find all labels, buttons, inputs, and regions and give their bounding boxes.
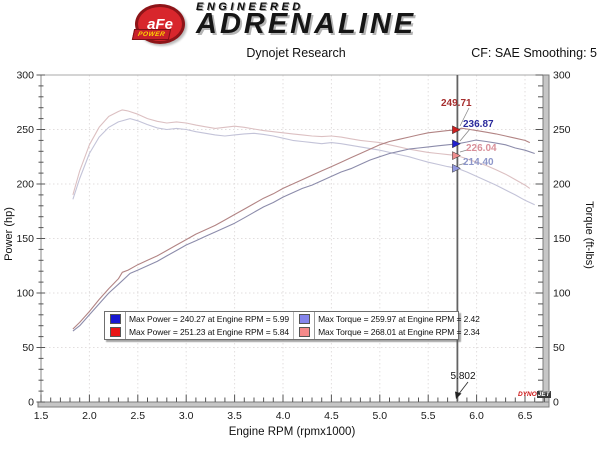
y-tick-label-right: 100 [553,288,571,300]
y-tick-label-left: 250 [16,124,34,136]
dynojet-watermark-dyno: DYNO [518,391,537,398]
cursor-leader-line [459,128,471,142]
legend-label: Max Power = 240.27 at Engine RPM = 5.99 [129,313,290,324]
cursor-value-label: 214.40 [463,157,494,168]
x-axis-title: Engine RPM (rpmx1000) [228,426,356,438]
legend-item-power-red: Max Power = 251.23 at Engine RPM = 5.84 [105,325,290,339]
brand-wordmark: ENGINEERED ADRENALINE [196,1,416,39]
smoothing-setting-label: CF: SAE Smoothing: 5 [471,46,597,60]
y-tick-label-right: 0 [553,397,559,409]
cursor-rpm-arrowhead [455,391,462,399]
dynojet-watermark-jet: JET [536,391,551,398]
y-tick-label-left: 100 [16,288,34,300]
bottom-axis-bar [37,401,550,408]
legend-swatch-cell [105,325,126,339]
x-tick-label: 1.5 [34,410,49,422]
y-tick-label-left: 300 [16,70,34,82]
x-tick-label: 2.0 [82,410,97,422]
curve-power-blue [72,139,535,332]
x-tick-label: 6.0 [469,410,484,422]
y-tick-label-left: 0 [28,397,34,409]
cursor-marker [452,151,461,161]
y-tick-label-left: 200 [16,179,34,191]
right-axis-bar [542,74,550,408]
y-tick-label-right: 300 [553,70,571,82]
legend-label: Max Torque = 268.01 at Engine RPM = 2.34 [318,327,480,338]
x-tick-label: 5.0 [372,410,387,422]
legend-label: Max Torque = 259.97 at Engine RPM = 2.42 [318,313,480,324]
x-tick-label: 4.0 [276,410,291,422]
legend-item-torque-blue: Max Torque = 259.97 at Engine RPM = 2.42 [293,312,480,326]
cursor-marker [452,163,461,173]
y-tick-label-left: 150 [16,233,34,245]
cursor-leader-line [459,149,468,153]
dynojet-watermark: DYNOJET [518,391,551,398]
legend-item-torque-red: Max Torque = 268.01 at Engine RPM = 2.34 [293,325,480,339]
legend-item-power-blue: Max Power = 240.27 at Engine RPM = 5.99 [105,312,289,326]
y-tick-label-right: 200 [553,179,571,191]
legend-swatch-cell [294,325,316,339]
power-red-swatch [109,327,121,338]
cursor-leader-line [459,107,470,127]
x-tick-label: 5.5 [421,410,436,422]
cursor-value-label: 236.87 [463,119,494,130]
cursor-value-label: 249.71 [441,98,472,109]
cursor-value-label: 226.04 [466,143,497,154]
chart-title: Dynojet Research [246,46,346,60]
x-tick-label: 6.5 [518,410,533,422]
curve-power-red [72,127,531,330]
legend-swatch-cell [105,312,126,326]
y-tick-label-right: 150 [553,233,571,245]
cursor-leader-line [458,162,467,166]
y-tick-label-right: 50 [553,342,565,354]
cursor-rpm-arrow [457,381,469,396]
afe-logo-text: aFe [147,15,173,33]
afe-power-logo: aFe POWER [131,2,191,44]
legend-label: Max Power = 251.23 at Engine RPM = 5.84 [129,327,290,338]
y-tick-label-right: 250 [553,124,571,136]
x-tick-label: 4.5 [324,410,339,422]
cursor-marker [452,125,461,135]
cursor-rpm-label: 5.802 [450,371,475,382]
torque-blue-swatch [298,313,310,324]
x-tick-label: 3.5 [227,410,242,422]
power-blue-swatch [109,313,121,324]
brand-engineered-text: ENGINEERED [196,1,304,13]
torque-red-swatch [298,327,310,338]
brand-adrenaline-text: ADRENALINE [196,8,417,40]
legend-box[interactable]: Max Power = 240.27 at Engine RPM = 5.99 … [104,311,480,340]
legend-swatch-cell [294,312,316,326]
x-tick-label: 2.5 [130,410,145,422]
x-tick-label: 3.0 [179,410,194,422]
cursor-marker [452,139,461,149]
y-tick-label-left: 50 [22,342,34,354]
